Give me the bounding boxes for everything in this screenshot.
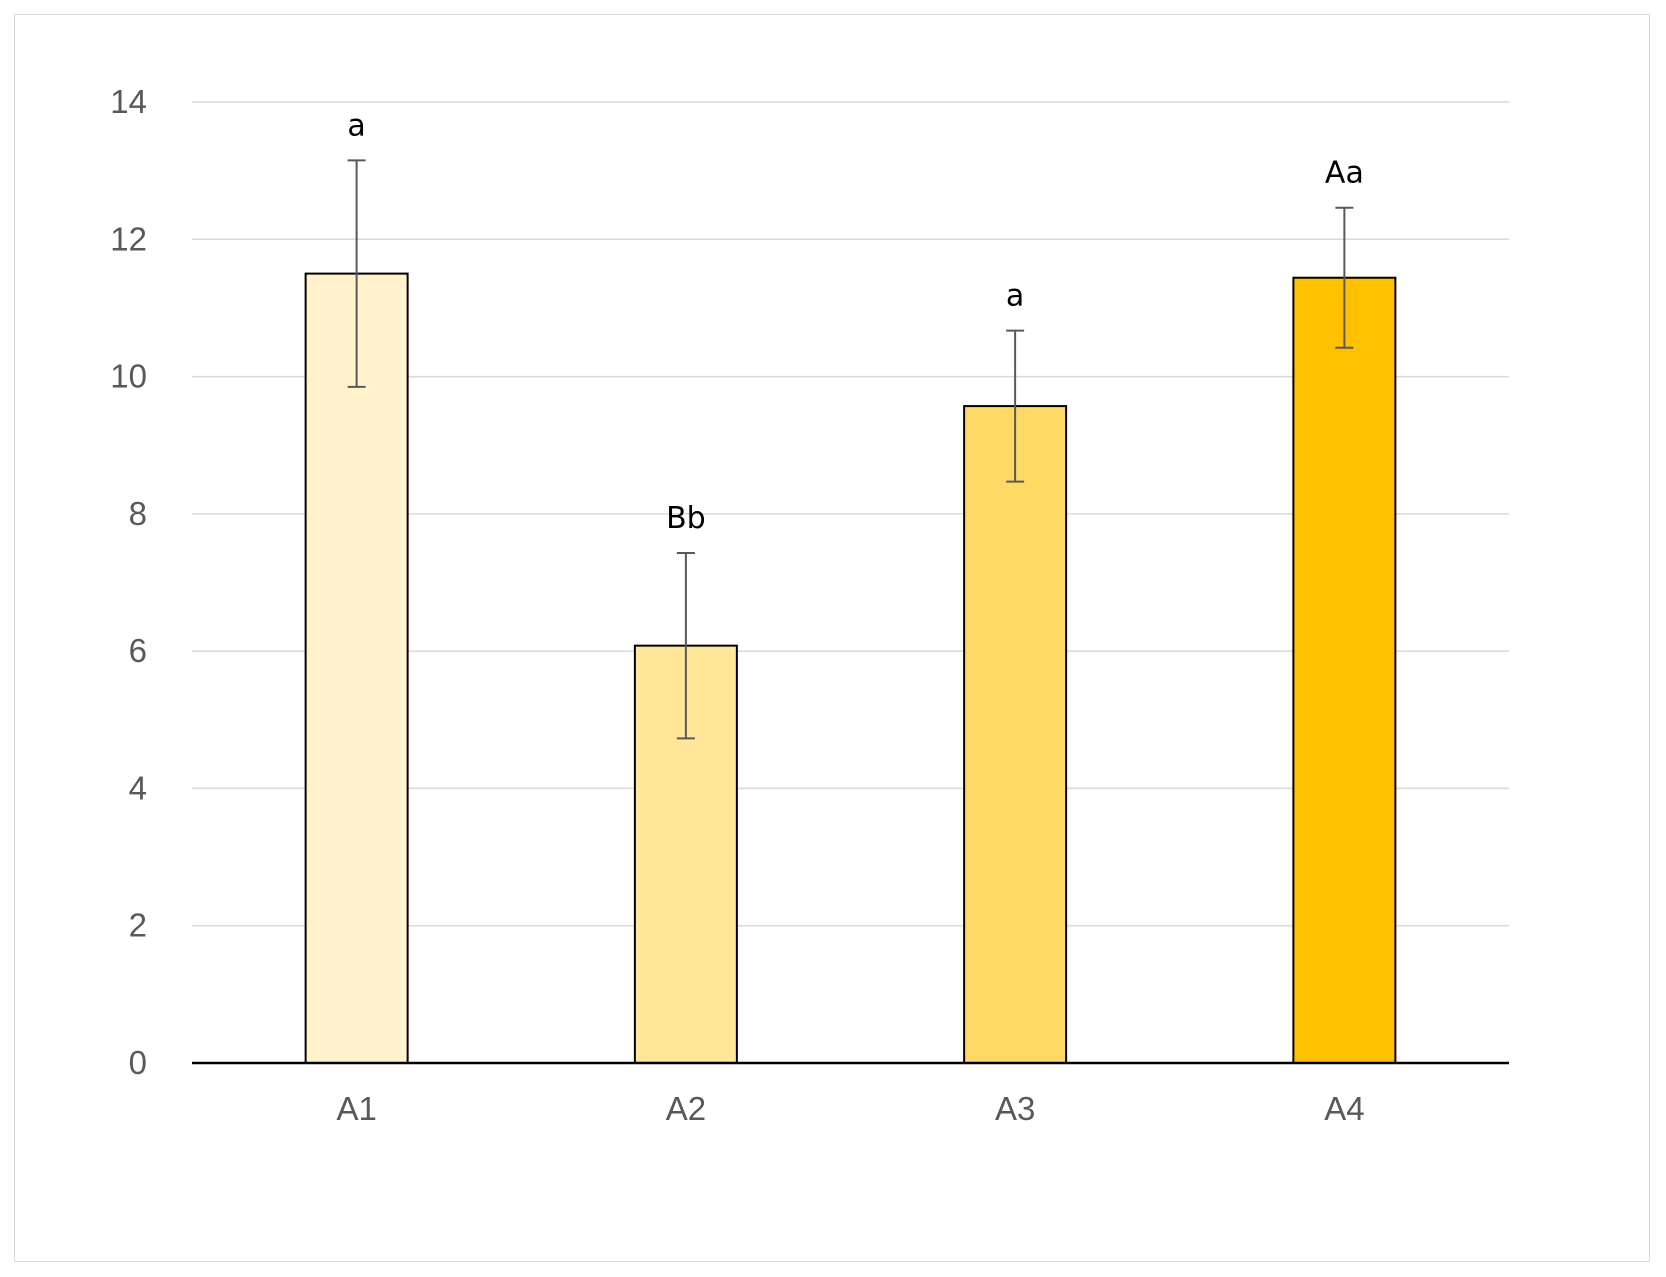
data-label-A4: Aa xyxy=(1325,156,1364,191)
error-bar-A1 xyxy=(347,159,366,388)
y-tick-label: 4 xyxy=(129,769,147,806)
bar-A1 xyxy=(304,272,409,1065)
y-tick-label: 6 xyxy=(129,632,147,669)
bar-A3 xyxy=(963,405,1068,1065)
error-bar-A4 xyxy=(1335,206,1354,349)
x-tick-label: A1 xyxy=(336,1090,376,1127)
data-labels: a Bb a Aa xyxy=(347,108,1363,536)
x-axis-tick-labels: A1 A2 A3 A4 xyxy=(336,1090,1364,1127)
y-tick-label: 2 xyxy=(129,907,147,944)
bar-chart: 0 2 4 6 8 10 12 14 a Bb a Aa A1 A2 A3 A4 xyxy=(110,83,1509,1127)
y-tick-label: 14 xyxy=(110,83,147,120)
error-bar-A3 xyxy=(1006,329,1025,483)
x-tick-label: A4 xyxy=(1324,1090,1364,1127)
y-axis-tick-labels: 0 2 4 6 8 10 12 14 xyxy=(110,83,147,1081)
data-label-A2: Bb xyxy=(666,501,706,536)
y-tick-label: 0 xyxy=(129,1044,147,1081)
bar-A4 xyxy=(1292,276,1397,1064)
y-tick-label: 12 xyxy=(110,220,147,257)
data-label-A1: a xyxy=(347,108,365,143)
y-tick-label: 8 xyxy=(129,495,147,532)
y-tick-label: 10 xyxy=(110,358,147,395)
error-bars xyxy=(347,159,1354,740)
x-tick-label: A3 xyxy=(995,1090,1035,1127)
chart-frame: 0 2 4 6 8 10 12 14 a Bb a Aa A1 A2 A3 A4 xyxy=(14,14,1650,1262)
error-bar-A2 xyxy=(676,551,695,740)
data-label-A3: a xyxy=(1006,279,1024,314)
gridlines xyxy=(192,101,1509,927)
x-tick-label: A2 xyxy=(666,1090,706,1127)
bars xyxy=(304,272,1397,1065)
